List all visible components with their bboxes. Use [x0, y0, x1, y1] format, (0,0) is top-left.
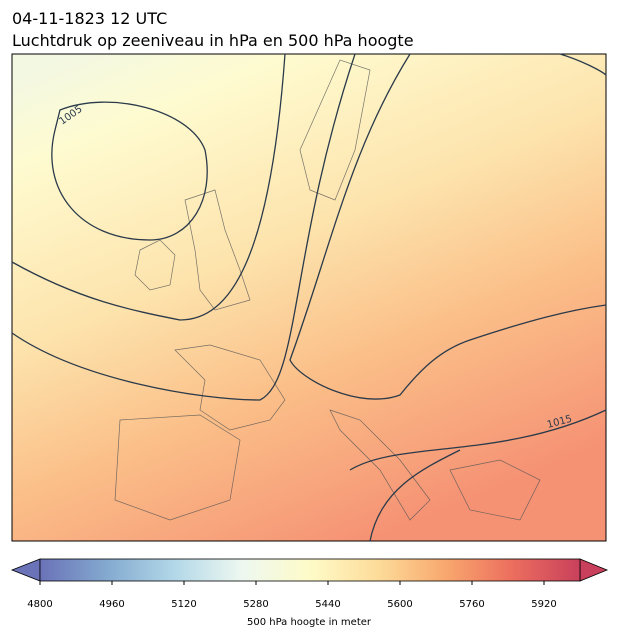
colorbar: 4800 4960 5120 5280 5440 5600 5760 5920	[10, 558, 609, 610]
colorbar-tick-label: 5120	[171, 599, 196, 610]
title: 04-11-1823 12 UTC	[12, 9, 167, 28]
coastlines	[114, 59, 541, 521]
colorbar-tick-label: 5440	[315, 599, 340, 610]
colorbar-tick-label: 4800	[27, 599, 52, 610]
colorbar-extend-low	[10, 558, 41, 582]
colorbar-tick-label: 4960	[99, 599, 124, 610]
isobars	[11, 53, 607, 542]
map-frame	[11, 53, 607, 542]
subtitle: Luchtdruk op zeeniveau in hPa en 500 hPa…	[12, 31, 414, 50]
colorbar-tick-label: 5920	[531, 599, 556, 610]
map: 1005 1015	[11, 53, 607, 542]
colorbar-extend-high	[579, 558, 609, 582]
colorbar-tick-label: 5280	[243, 599, 268, 610]
colorbar-label: 500 hPa hoogte in meter	[247, 617, 372, 628]
colorbar-tick-label: 5600	[387, 599, 412, 610]
colorbar-tick-label: 5760	[459, 599, 484, 610]
colorbar-body	[39, 558, 581, 582]
